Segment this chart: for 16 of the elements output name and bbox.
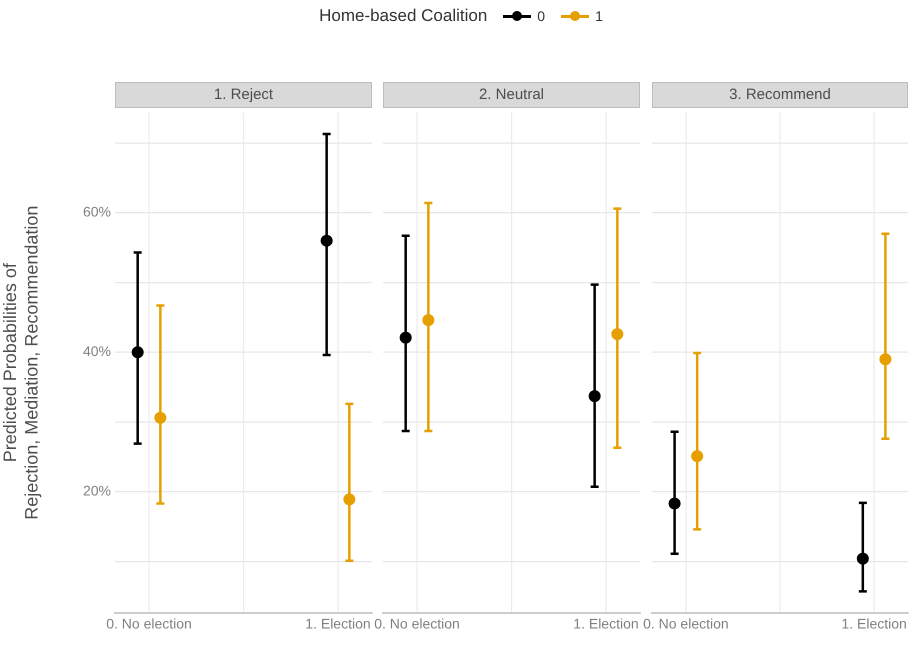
- y-tick-label: 40%: [82, 343, 111, 360]
- legend-label: 1: [595, 8, 603, 24]
- y-axis-title: Predicted Probabilities of Rejection, Mediation, Recommendation: [0, 206, 42, 520]
- legend-label: 0: [537, 8, 546, 24]
- chart-title: 1. Reject: [115, 82, 372, 108]
- x-tick-label: 0. No election: [106, 615, 192, 632]
- x-tick-label: 1. Election: [305, 615, 371, 632]
- y-tick-label: 60%: [82, 204, 111, 220]
- y-tick-label: 20%: [82, 482, 111, 499]
- chart-title: 3. Recommend: [652, 82, 908, 108]
- legend-title: Home-based Coalition: [319, 6, 488, 26]
- chart-title: 2. Neutral: [383, 82, 640, 108]
- x-tick-label: 0. No election: [374, 615, 460, 632]
- x-tick-label: 1. Election: [573, 615, 639, 632]
- x-tick-label: 1. Election: [841, 615, 907, 632]
- x-tick-label: 0. No election: [643, 615, 729, 632]
